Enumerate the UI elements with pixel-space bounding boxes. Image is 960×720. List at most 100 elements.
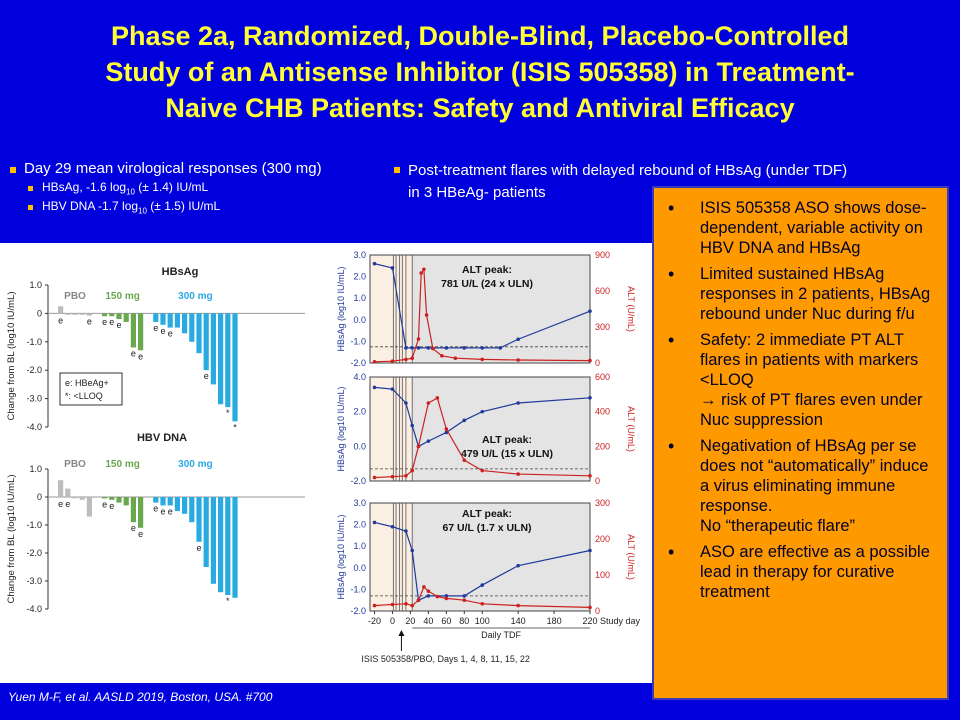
y-tick-label: 1.0 (29, 280, 42, 290)
dosing-shade (370, 377, 413, 481)
hbsag-point (462, 418, 467, 423)
x-tick-label: 20 (405, 616, 415, 626)
right-tick-label: 300 (595, 322, 610, 332)
alt-point (516, 358, 520, 362)
title-line-1: Phase 2a, Randomized, Double-Blind, Plac… (110, 21, 850, 51)
bar-marker-label: e (102, 317, 107, 327)
hbsag-point (462, 594, 467, 598)
chart-title: HBV DNA (137, 433, 187, 444)
bar (86, 313, 92, 316)
hbsag-point (462, 346, 467, 350)
bar (196, 497, 202, 542)
alt-point (372, 603, 377, 608)
annotation-line-1: ALT peak: (462, 264, 512, 276)
bar (196, 313, 202, 354)
right-tick-label: 200 (595, 534, 610, 544)
bar-marker-label: e (138, 351, 143, 361)
bar-marker-label: e (58, 499, 63, 509)
hbsag-point (410, 346, 415, 350)
summary-item-3: Safety: 2 immediate PT ALT flares in pat… (660, 330, 937, 390)
bar-marker-label: e (58, 315, 63, 325)
alt-line (374, 397, 591, 479)
x-tick-label: 180 (547, 616, 562, 626)
bar-marker-label: * (226, 596, 230, 606)
bar-marker-label: e (168, 329, 173, 339)
bar (153, 313, 159, 322)
bar (79, 313, 85, 315)
left-axis-label: HBsAg (log10 IU/mL) (336, 514, 346, 599)
tdf-shade (412, 377, 590, 481)
left-tick-label: 0.0 (353, 563, 366, 573)
bar (225, 313, 231, 408)
hbsag-point (372, 520, 377, 525)
right-bullet: Post-treatment flares with delayed rebou… (394, 160, 934, 204)
bar-marker-label: e (131, 523, 136, 533)
y-tick-label: -1.0 (26, 520, 42, 530)
bar-marker-label: e (153, 323, 158, 333)
right-tick-label: 600 (595, 286, 610, 296)
alt-point (416, 444, 421, 449)
alt-point (422, 267, 426, 272)
chart-title: HBsAg (162, 266, 199, 278)
left-tick-label: 3.0 (353, 499, 366, 508)
hbsag-point (588, 548, 592, 553)
alt-point (480, 468, 485, 473)
hbvdna-bar-chart: 1.0 0 -1.0 -2.0 -3.0 -4.0 Change from BL (log1… (6, 433, 305, 614)
left-axis-label: HBsAg (log10 IU/mL) (336, 266, 346, 351)
bar-marker-label: e (109, 317, 114, 327)
hbsag-point (372, 385, 377, 390)
bar-marker-label: * (233, 422, 237, 432)
hbsag-point (426, 439, 431, 443)
dosing-note: ISIS 505358/PBO, Days 1, 4, 8, 11, 15, 2… (361, 654, 529, 664)
bar (189, 497, 195, 523)
bar (153, 497, 159, 503)
bar (174, 497, 180, 511)
bar (130, 497, 136, 523)
hbsag-bar-chart: 1.0 0 -1.0 -2.0 -3.0 -4.0 Change from BL (log1… (6, 266, 305, 432)
tdf-shade (412, 255, 590, 363)
alt-point (480, 357, 485, 362)
bar-marker-label: e (168, 506, 173, 516)
x-tick-label: 220 (582, 616, 597, 626)
alt-point (435, 594, 440, 599)
dosing-shade (370, 503, 413, 611)
x-tick-label: 100 (475, 616, 490, 626)
bar (203, 313, 209, 371)
alt-point (435, 396, 440, 400)
annotation-line-1: ALT peak: (482, 434, 532, 446)
right-tick-label: 200 (595, 441, 610, 451)
x-tick-label: 0 (390, 616, 395, 626)
hbsag-point (516, 401, 520, 405)
alt-point (419, 271, 423, 275)
summary-box: ISIS 505358 ASO shows dose-dependent, va… (652, 186, 949, 700)
y-tick-label: -3.0 (26, 394, 42, 404)
right-tick-label: 100 (595, 570, 610, 580)
left-tick-label: 2.0 (353, 407, 366, 417)
bar (102, 497, 108, 499)
bar (102, 313, 108, 317)
bar (123, 313, 129, 322)
hbsag-point (426, 594, 431, 598)
alt-point (426, 401, 431, 405)
x-tick-label: -20 (368, 616, 381, 626)
hbsag-point (372, 261, 377, 266)
bar-marker-label: e (160, 506, 165, 516)
bar (203, 497, 209, 567)
left-bullet-main: Day 29 mean virological responses (300 m… (10, 160, 380, 177)
alt-point (462, 458, 467, 462)
left-bullet-sub-1: HBsAg, -1.6 log10 (± 1.4) IU/mL (10, 180, 380, 196)
patient-1-line-chart: 3.0 2.0 1.0 0.0 -1.0 -2.0 900 600 300 0 HBsAg (log… (336, 251, 636, 368)
y-tick-label: 0 (37, 308, 42, 318)
bar (182, 497, 188, 514)
y-tick-label: -2.0 (26, 365, 42, 375)
left-tick-label: -1.0 (350, 336, 366, 346)
alt-point (410, 468, 415, 473)
y-axis-label: Change from BL (log10 IU/mL) (6, 291, 17, 420)
hbsag-point (588, 309, 592, 313)
summary-item-1: ISIS 505358 ASO shows dose-dependent, va… (660, 198, 937, 258)
bar (182, 313, 188, 334)
alt-point (440, 354, 444, 358)
group-label: 300 mg (178, 291, 212, 302)
alt-point (453, 356, 458, 360)
